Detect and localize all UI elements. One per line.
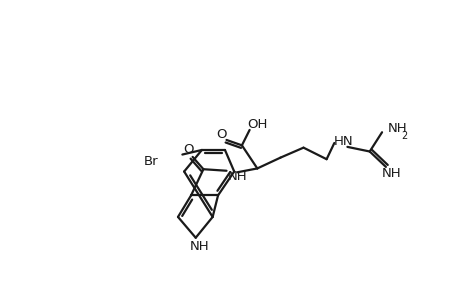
Text: O: O <box>182 143 193 157</box>
Text: NH: NH <box>227 169 246 183</box>
Text: NH: NH <box>381 167 401 180</box>
Text: HN: HN <box>333 135 353 148</box>
Text: O: O <box>216 128 227 141</box>
Text: 2: 2 <box>400 131 407 141</box>
Text: OH: OH <box>246 118 267 131</box>
Text: Br: Br <box>143 155 158 168</box>
Text: NH: NH <box>387 122 407 135</box>
Text: NH: NH <box>189 240 209 253</box>
